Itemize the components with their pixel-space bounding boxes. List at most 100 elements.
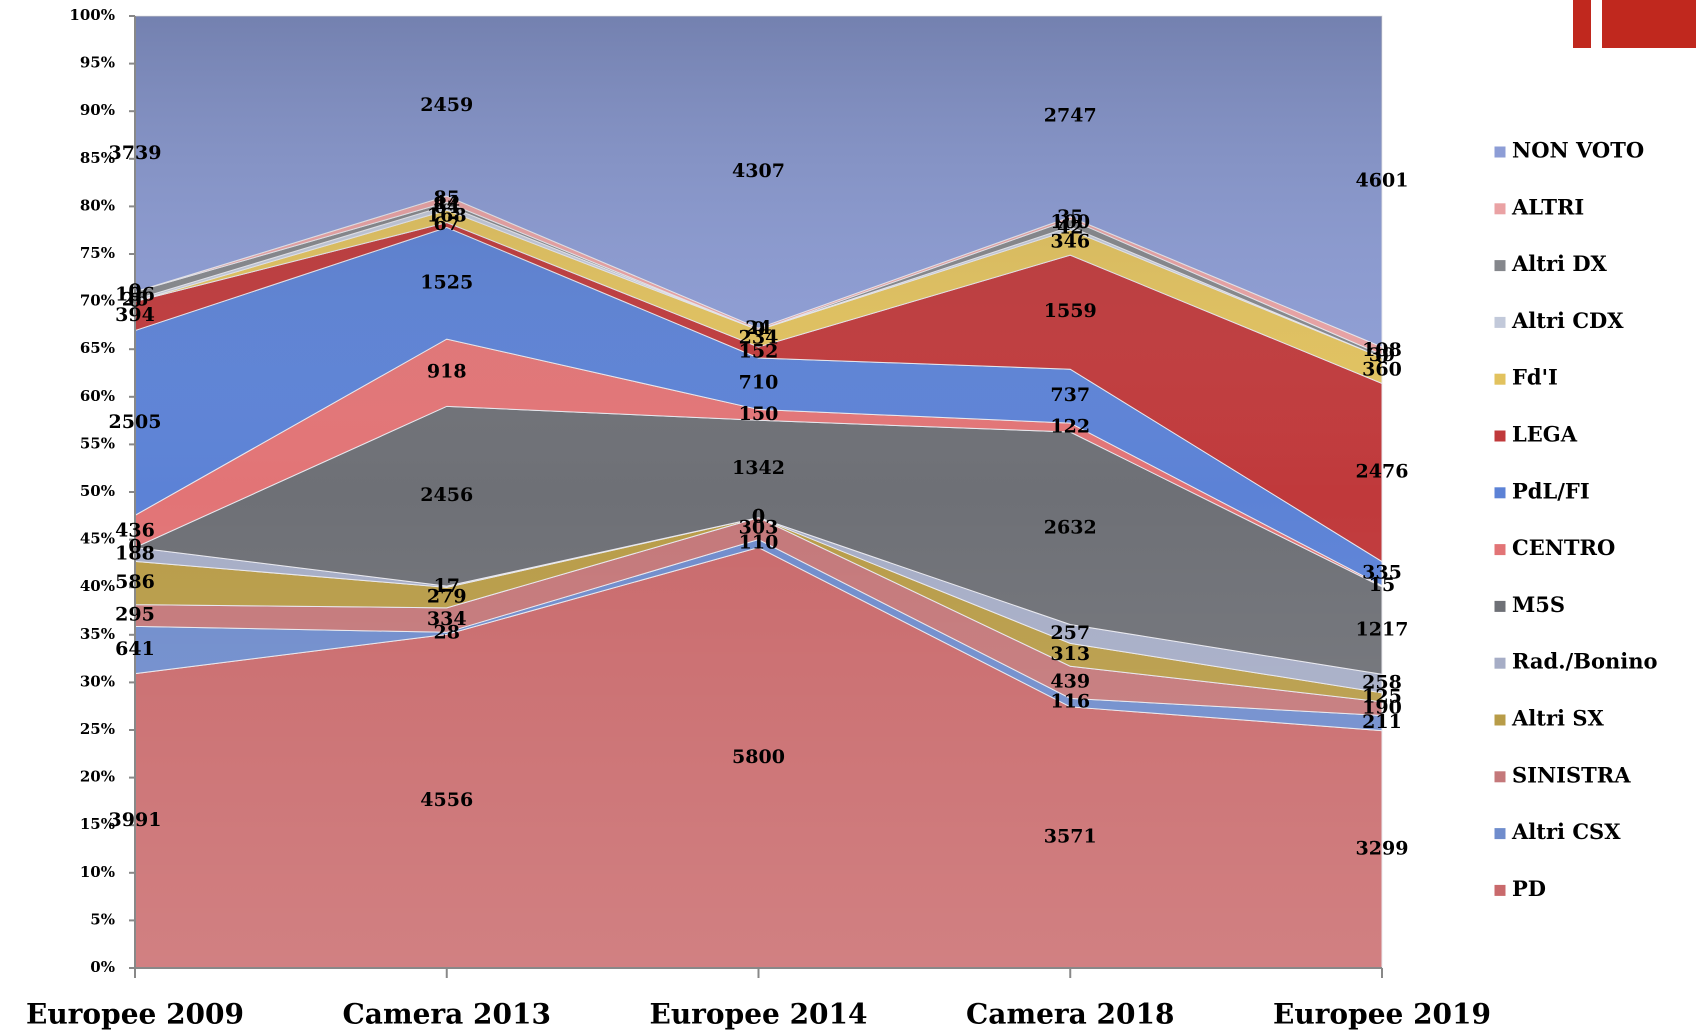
legend-swatch xyxy=(1493,315,1507,329)
areas xyxy=(133,15,1383,969)
value-label: 2476 xyxy=(1356,461,1409,483)
value-label: 258 xyxy=(1362,672,1402,694)
y-tick-label: 40% xyxy=(80,577,115,595)
value-label: 394 xyxy=(115,304,155,326)
value-label: 335 xyxy=(1362,562,1402,584)
value-label: 2456 xyxy=(420,484,473,506)
value-label: 108 xyxy=(1362,339,1402,361)
legend-swatch xyxy=(1493,145,1507,159)
legend-label: Rad./Bonino xyxy=(1512,649,1657,674)
value-label: 334 xyxy=(427,608,467,630)
y-tick-label: 20% xyxy=(80,768,115,786)
value-label: 100 xyxy=(1050,211,1090,233)
legend-label: SINISTRA xyxy=(1512,762,1631,787)
value-label: 2505 xyxy=(109,411,162,433)
y-tick-label: 10% xyxy=(80,863,115,881)
value-label: 3571 xyxy=(1044,825,1097,847)
y-tick-label: 30% xyxy=(80,672,115,690)
legend-swatch xyxy=(1493,883,1507,897)
area-sheen xyxy=(135,16,1382,968)
y-tick-label: 25% xyxy=(80,720,115,738)
value-label: 1217 xyxy=(1356,619,1409,641)
value-label: 168 xyxy=(427,204,467,226)
x-tick-label: Camera 2013 xyxy=(343,998,551,1031)
value-label: 737 xyxy=(1050,384,1090,406)
value-label: 303 xyxy=(739,517,779,539)
y-tick-label: 15% xyxy=(80,815,115,833)
overlays: 0% 5% 10% 15% 20% 25% 30% 35% 40% 45% 50% 55% 60% 65%… xyxy=(26,6,1491,1031)
value-label: 257 xyxy=(1050,622,1090,644)
value-label: 0 xyxy=(752,318,765,340)
value-label: 436 xyxy=(115,519,155,541)
value-label: 0 xyxy=(128,536,141,558)
value-label: 346 xyxy=(1050,231,1090,253)
value-label: 85 xyxy=(434,187,460,209)
value-label: 116 xyxy=(1050,691,1090,713)
legend-label: ALTRI xyxy=(1511,194,1584,219)
x-tick-label: Europee 2009 xyxy=(26,998,244,1031)
value-label: 1525 xyxy=(420,271,473,293)
legend-swatch xyxy=(1493,429,1507,443)
value-label: 313 xyxy=(1050,643,1090,665)
x-tick-label: Europee 2019 xyxy=(1273,998,1491,1031)
value-label: 44 xyxy=(434,192,460,214)
value-label: 2459 xyxy=(420,94,473,116)
value-label: 39 xyxy=(1369,344,1395,366)
value-label: 279 xyxy=(427,586,467,608)
legend-label: Altri SX xyxy=(1511,706,1604,731)
y-tick-label: 90% xyxy=(80,101,115,119)
legend-swatch xyxy=(1493,713,1507,727)
legend-label: NON VOTO xyxy=(1512,138,1644,163)
value-label: 125 xyxy=(1362,685,1402,707)
value-label: 17 xyxy=(434,575,460,597)
value-label: 150 xyxy=(739,403,779,425)
value-label: 439 xyxy=(1050,670,1090,692)
value-label: 152 xyxy=(739,340,779,362)
value-label: 710 xyxy=(739,372,779,394)
legend-label: LEGA xyxy=(1512,422,1578,447)
y-tick-label: 70% xyxy=(80,292,115,310)
value-label: 2747 xyxy=(1044,104,1097,126)
value-label: 2632 xyxy=(1044,516,1097,538)
value-label: 295 xyxy=(115,603,155,625)
legend-label: PdL/FI xyxy=(1512,478,1590,503)
value-label: 0 xyxy=(1375,346,1388,368)
y-tick-label: 65% xyxy=(80,339,115,357)
value-label: 918 xyxy=(427,361,467,383)
y-tick-label: 95% xyxy=(80,54,115,72)
value-label: 0 xyxy=(128,290,141,312)
value-label: 4601 xyxy=(1356,169,1409,191)
value-label: 3991 xyxy=(109,809,162,831)
value-label: 0 xyxy=(128,280,141,302)
x-tick-label: Europee 2014 xyxy=(649,998,867,1031)
value-label: 5800 xyxy=(732,746,785,768)
legend-swatch xyxy=(1493,656,1507,670)
legend-swatch xyxy=(1493,486,1507,500)
value-label: 24 xyxy=(745,317,771,339)
legend-swatch xyxy=(1493,770,1507,784)
value-label: 42 xyxy=(1057,216,1083,238)
value-label: 641 xyxy=(115,638,155,660)
value-label: 106 xyxy=(115,284,155,306)
value-label: 64 xyxy=(434,196,460,218)
legend-swatch xyxy=(1493,259,1507,273)
legend-label: Altri CSX xyxy=(1511,819,1621,844)
value-label: 234 xyxy=(739,326,779,348)
legend-label: Fd'I xyxy=(1512,365,1558,390)
value-label: 28 xyxy=(434,621,460,643)
legend-swatch xyxy=(1493,827,1507,841)
value-label: 110 xyxy=(739,532,779,554)
y-tick-label: 80% xyxy=(80,196,115,214)
y-tick-label: 85% xyxy=(80,149,115,167)
value-label: 0 xyxy=(752,506,765,528)
legend-label: CENTRO xyxy=(1512,535,1615,560)
value-label: 4556 xyxy=(420,789,473,811)
y-tick-label: 45% xyxy=(80,530,115,548)
y-tick-label: 0% xyxy=(90,958,115,976)
y-tick-label: 60% xyxy=(80,387,115,405)
value-label: 3739 xyxy=(109,142,162,164)
legend-label: Altri CDX xyxy=(1511,308,1624,333)
legend-swatch xyxy=(1493,543,1507,557)
y-tick-label: 55% xyxy=(80,434,115,452)
